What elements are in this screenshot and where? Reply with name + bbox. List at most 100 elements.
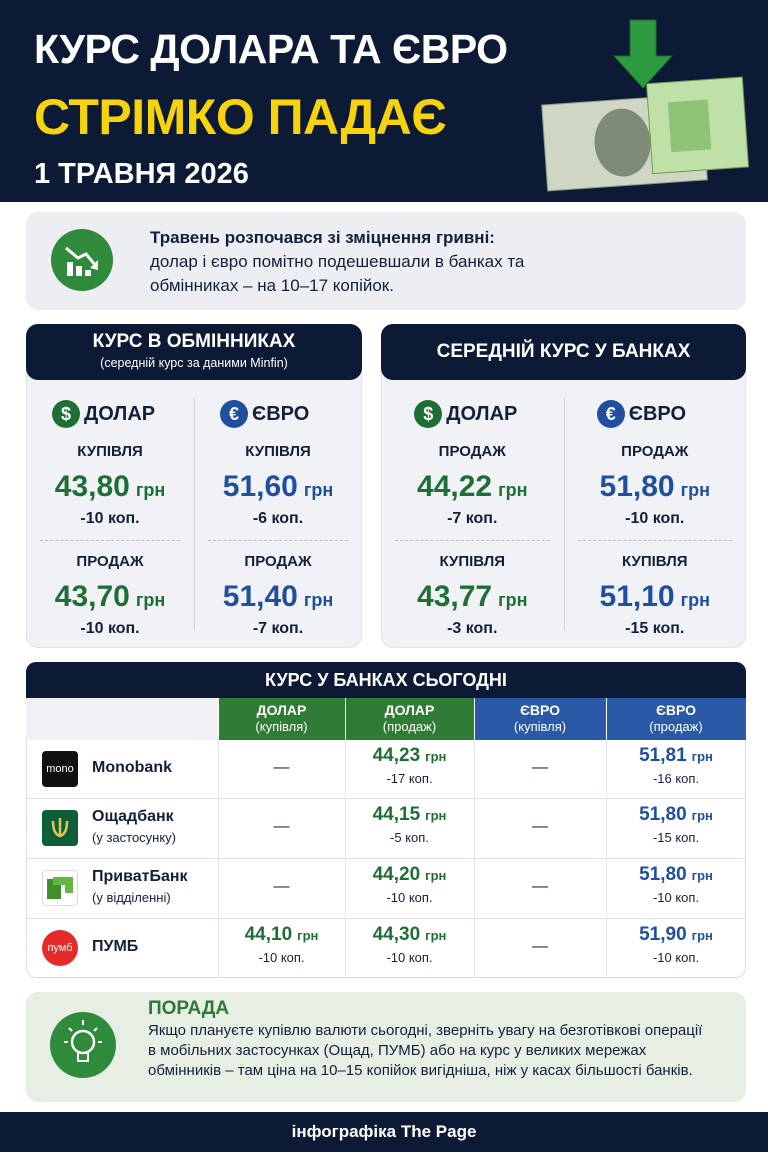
rate-change: -3 коп. [447,620,498,637]
rate-change: -6 коп. [252,510,304,527]
rate-line: 51,60 грн [194,470,362,504]
rate: 51,60 [222,470,298,503]
row-border [26,798,746,799]
date: 1 ТРАВНЯ 2026 [34,158,249,190]
cell-border [606,858,607,918]
bank-logo [42,810,78,846]
rate-label: ПРОДАЖ [244,553,312,570]
unit: грн [303,480,334,500]
tip-card [26,992,746,1102]
footer-text: інфографіка The Page [291,1122,477,1141]
row-border [26,918,746,919]
currency-icon: € [220,400,248,428]
cell-rate-line: 44,23 грн [345,745,474,767]
cell-rate-line: 44,30 грн [345,924,474,946]
panel-header [26,324,362,380]
column-header [606,698,746,740]
cell-change: -5 коп. [390,830,429,845]
row-separator [395,540,550,541]
cell-change: -16 коп. [652,771,700,786]
empty-cell: — [532,938,548,955]
cell-border [474,858,475,918]
currency-icon: € [596,400,625,428]
rate-change: -10 коп. [80,510,140,527]
unit: грн [691,749,713,764]
lightbulb [64,1020,102,1062]
bank-logo: mono [42,751,78,787]
unit: грн [425,808,447,823]
rate-line: 51,40 грн [194,580,362,614]
bank-note: (у відділенні) [92,890,171,905]
intro-card [26,212,746,310]
cell-rate-line: 44,15 грн [345,804,474,826]
rate: 51,80 [599,470,675,503]
cell-border [218,858,219,918]
rate: 44,10 [244,924,293,945]
unit: грн [691,808,713,823]
empty-cell: — [273,818,290,835]
footer [0,1112,768,1152]
currency-icon: $ [52,400,80,428]
rate: 43,70 [54,580,130,613]
rate: 44,23 [372,745,421,766]
rate-change: -7 коп. [252,620,304,637]
rate: 51,80 [639,804,687,825]
empty-cell: — [273,878,290,895]
trend-down-icon [51,229,113,291]
cell-border [606,798,607,858]
banknotes-illustration [541,19,750,192]
rate: 51,81 [639,745,687,766]
rate-line: 51,10 грн [564,580,747,614]
empty-cell: — [532,759,548,776]
currency-name: ДОЛАР [84,403,156,425]
title-line-2: СТРІМКО ПАДАЄ [34,89,447,145]
column-sub: (купівля) [255,719,308,734]
cell-rate-line: 51,80 грн [606,804,746,826]
unit: грн [425,928,447,943]
panel-subtitle: (середній курс за даними Minfin) [100,356,288,370]
cell-rate-line: 51,80 грн [606,864,746,886]
unit: грн [135,480,166,500]
trident [51,818,69,838]
column-name: ЄВРО [655,702,697,718]
column-sub: (продаж) [382,719,437,734]
intro-text: долар і євро помітно подешевшали в банка… [150,252,525,295]
unit: грн [498,480,528,500]
cell-border [474,918,475,978]
bank-name: ПриватБанк [92,868,188,885]
column-sub: (продаж) [649,719,703,734]
cell-change: -10 коп. [386,890,433,905]
column-name: ДОЛАР [384,702,435,718]
cell-rate-line: 44,10 грн [218,924,345,946]
column-header [218,698,345,740]
rate: 51,40 [222,580,298,613]
cell-border [606,740,607,798]
empty-cell: — [532,878,548,895]
tip-title: ПОРАДА [148,998,230,1019]
panel-header [381,324,746,380]
tip-text: Якщо плануєте купівлю валюти сьогодні, з… [148,1022,703,1079]
cell-change: -10 коп. [652,950,700,965]
rate: 43,77 [417,580,493,613]
column-header [345,698,474,740]
rate-label: КУПІВЛЯ [245,443,311,460]
rate: 43,80 [54,470,130,503]
currency-name: ДОЛАР [446,403,518,425]
rate-label: ПРОДАЖ [438,443,506,460]
cell-change: -10 коп. [258,950,305,965]
rate-line: 43,80 грн [26,470,194,504]
row-separator [577,540,732,541]
rate: 44,15 [372,804,421,825]
rate-line: 44,22 грн [381,470,564,504]
unit: грн [691,928,713,943]
panel-title: КУРС В ОБМІННИКАХ [92,331,296,352]
column-divider [194,398,195,630]
panel-title: СЕРЕДНІЙ КУРС У БАНКАХ [436,341,691,362]
cell-change: -15 коп. [652,830,700,845]
column-header-bg [26,698,218,740]
rate-change: -10 коп. [625,510,685,527]
rate: 44,30 [372,924,421,945]
cell-border [345,740,346,798]
cell-change: -10 коп. [652,890,700,905]
unit: грн [498,590,528,610]
